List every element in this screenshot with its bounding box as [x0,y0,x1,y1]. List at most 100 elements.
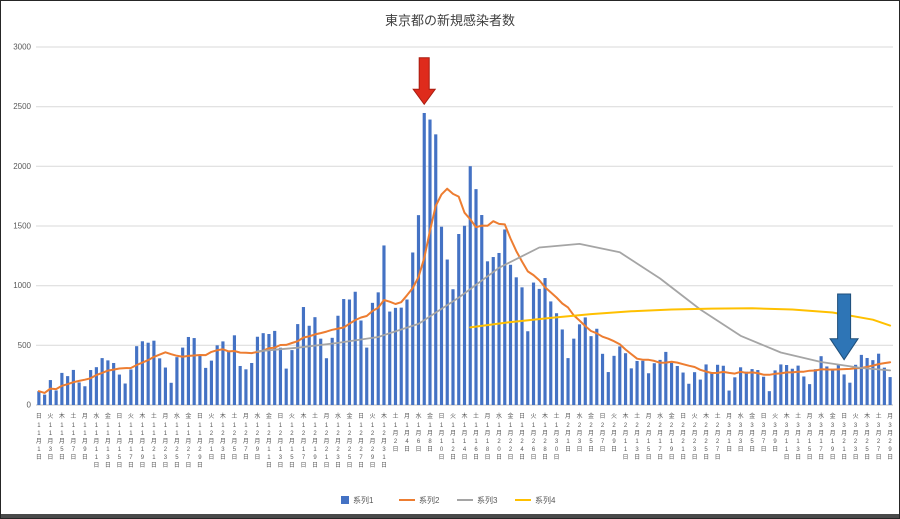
legend-item-2[interactable]: 系列2 [399,495,440,505]
x-weekday-label: 木 [220,412,226,420]
y-axis-label: 500 [18,341,32,350]
x-weekday-label: 土 [876,412,882,420]
bar-series1 [612,355,616,405]
x-date-char: 1 [129,423,133,429]
x-date-char: 2 [704,439,708,445]
x-weekday-label: 水 [818,412,824,420]
x-date-char: 3 [796,423,800,429]
x-date-char: 2 [152,447,156,453]
legend-label: 系列1 [353,495,374,505]
bar-series1 [618,346,622,405]
x-date-char: 日 [116,462,122,469]
x-date-char: 1 [210,423,214,429]
bar-series1 [808,384,812,405]
x-date-char: 月 [738,430,744,437]
x-date-char: 2 [693,423,697,429]
bar-series1 [836,364,840,405]
x-weekday-label: 土 [312,412,318,420]
x-date-char: 月 [876,430,882,437]
x-date-char: 月 [784,430,790,437]
x-date-char: 月 [669,430,675,437]
x-date-char: 1 [566,439,570,445]
legend-item-4[interactable]: 系列4 [515,495,556,505]
x-date-char: 2 [233,431,237,437]
y-axis-label: 2500 [13,102,31,111]
x-weekday-label: 土 [151,412,157,420]
x-date-char: 1 [394,423,398,429]
x-date-char: 7 [187,455,191,461]
x-date-char: 1 [95,447,99,453]
x-date-char: 1 [302,423,306,429]
x-date-char: 日 [634,454,640,461]
bar-series1 [330,337,334,405]
x-date-char: 日 [761,446,767,453]
blue-arrow[interactable] [829,293,860,361]
x-date-char: 3 [888,423,892,429]
x-date-char: 日 [427,446,433,453]
x-date-char: 月 [358,438,364,445]
x-date-char: 5 [750,439,754,445]
x-date-char: 日 [599,446,605,453]
bar-series1 [43,394,47,405]
x-date-char: 1 [428,423,432,429]
x-weekday-label: 日 [438,413,444,420]
x-date-char: 2 [716,439,720,445]
x-date-char: 1 [95,423,99,429]
bar-series1 [393,307,398,405]
x-date-char: 1 [60,431,64,437]
x-weekday-label: 水 [738,412,744,420]
x-date-char: 9 [670,447,674,453]
x-date-char: 2 [543,439,547,445]
x-date-char: 2 [681,439,685,445]
window-bottom-edge [1,514,899,518]
x-date-char: 2 [371,431,375,437]
x-date-char: 月 [254,438,260,445]
x-date-char: 6 [532,447,536,453]
x-date-char: 日 [289,462,295,469]
x-date-char: 日 [553,454,559,461]
x-date-char: 1 [325,423,329,429]
x-date-char: 1 [486,423,490,429]
x-date-char: 2 [244,431,248,437]
x-date-char: 月 [197,438,203,445]
x-date-char: 月 [657,430,663,437]
bar-series1 [255,336,260,405]
bar-series1 [250,362,254,405]
x-date-char: 日 [657,454,663,461]
red-arrow[interactable] [412,57,437,106]
x-date-char: 日 [162,462,168,469]
x-date-char: 日 [300,462,306,469]
y-axis-label: 0 [27,401,32,410]
x-date-char: 日 [841,454,847,461]
x-date-char: 2 [371,447,375,453]
bar-series1 [842,374,846,405]
x-date-char: 1 [785,439,789,445]
x-date-char: 7 [359,455,363,461]
x-weekday-label: 金 [266,412,272,420]
x-date-char: 3 [49,447,53,453]
x-date-char: 月 [887,430,893,437]
x-date-char: 月 [93,438,99,445]
x-date-char: 1 [727,439,731,445]
bar-series1 [60,372,64,405]
x-date-char: 5 [290,455,294,461]
bar-series1 [336,315,340,405]
x-weekday-label: 金 [346,412,352,420]
x-date-char: 日 [818,454,824,461]
x-weekday-label: 金 [830,412,836,420]
x-date-char: 1 [624,439,628,445]
x-date-char: 日 [312,462,318,469]
bar-series1 [629,368,633,405]
x-date-char: 日 [876,454,882,461]
x-date-char: 1 [371,423,375,429]
x-date-char: 9 [141,455,145,461]
legend-item-3[interactable]: 系列3 [457,495,498,505]
x-date-char: 2 [509,439,513,445]
x-date-char: 2 [842,439,846,445]
bar-series1 [181,347,185,405]
x-date-char: 1 [164,431,168,437]
x-date-char: 月 [243,438,249,445]
bar-series1 [140,341,144,405]
legend-item-1[interactable]: 系列1 [341,495,374,505]
